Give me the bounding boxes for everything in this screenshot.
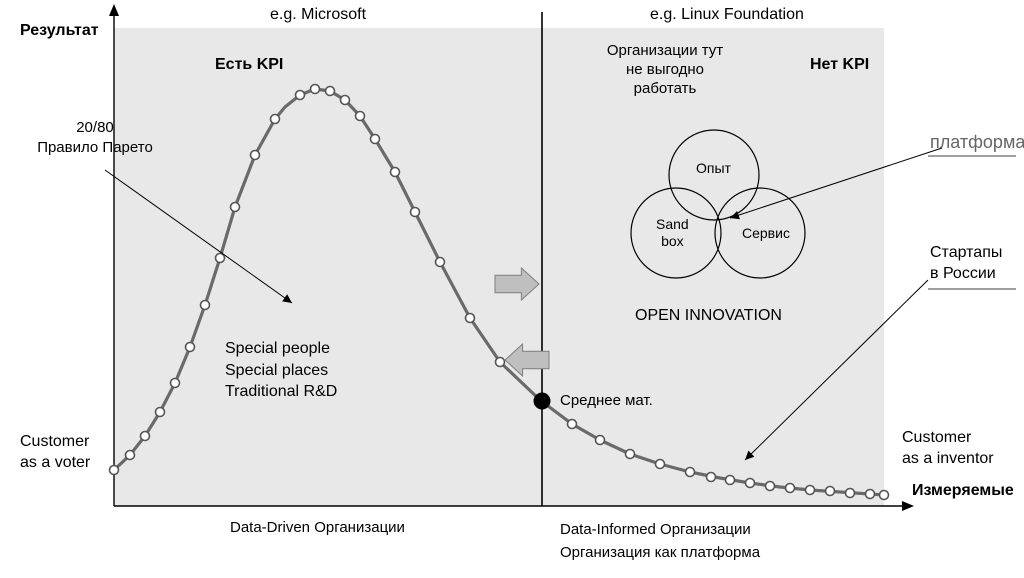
header-left: e.g. Microsoft [270, 6, 366, 24]
customer-left: Customer as a voter [20, 432, 90, 474]
mean-label: Среднее мат. [560, 392, 653, 409]
plot-area [114, 28, 884, 506]
x-axis-title: Измеряемые [912, 482, 1014, 500]
disadvantage-l1: Организации тут [607, 42, 723, 59]
bottom-left-label: Data-Driven Организации [230, 519, 405, 536]
special-l1: Special people [225, 340, 330, 357]
customer-right-l2: as a inventor [902, 450, 994, 467]
startups-l2: в России [930, 265, 996, 282]
y-axis-title: Результат [20, 22, 99, 40]
header-right: e.g. Linux Foundation [650, 6, 804, 24]
venn-right-label: Сервис [742, 225, 790, 241]
special-text: Special people Special places Traditiona… [225, 338, 337, 403]
bottom-right-l2: Организация как платформа [560, 544, 760, 561]
kpi-no: Нет KPI [810, 56, 869, 74]
venn-left-l2: box [661, 233, 684, 249]
bottom-right-label: Data-Informed Организации Организация ка… [560, 519, 760, 564]
pareto-l1: 20/80 [76, 119, 114, 136]
customer-left-l2: as a voter [20, 454, 90, 471]
disadvantage-l3: работать [634, 80, 697, 97]
bottom-right-l1: Data-Informed Организации [560, 521, 751, 538]
venn-top-label: Опыт [696, 160, 731, 176]
open-innovation-label: OPEN INNOVATION [635, 307, 782, 325]
special-l3: Traditional R&D [225, 383, 337, 400]
pareto-l2: Правило Парето [37, 139, 153, 156]
customer-right: Customer as a inventor [902, 428, 994, 470]
platform-label: платформа [930, 132, 1024, 153]
customer-right-l1: Customer [902, 429, 971, 446]
startups-label: Стартапы в России [930, 243, 1002, 285]
disadvantage-text: Организации тут не выгодно работать [580, 42, 750, 98]
venn-left-l1: Sand [656, 216, 689, 232]
customer-left-l1: Customer [20, 433, 89, 450]
startups-l1: Стартапы [930, 244, 1002, 261]
special-l2: Special places [225, 362, 328, 379]
pareto-label: 20/80 Правило Парето [30, 118, 160, 157]
venn-left-label: Sand box [656, 216, 689, 250]
disadvantage-l2: не выгодно [626, 61, 704, 78]
kpi-yes: Есть KPI [215, 56, 283, 74]
